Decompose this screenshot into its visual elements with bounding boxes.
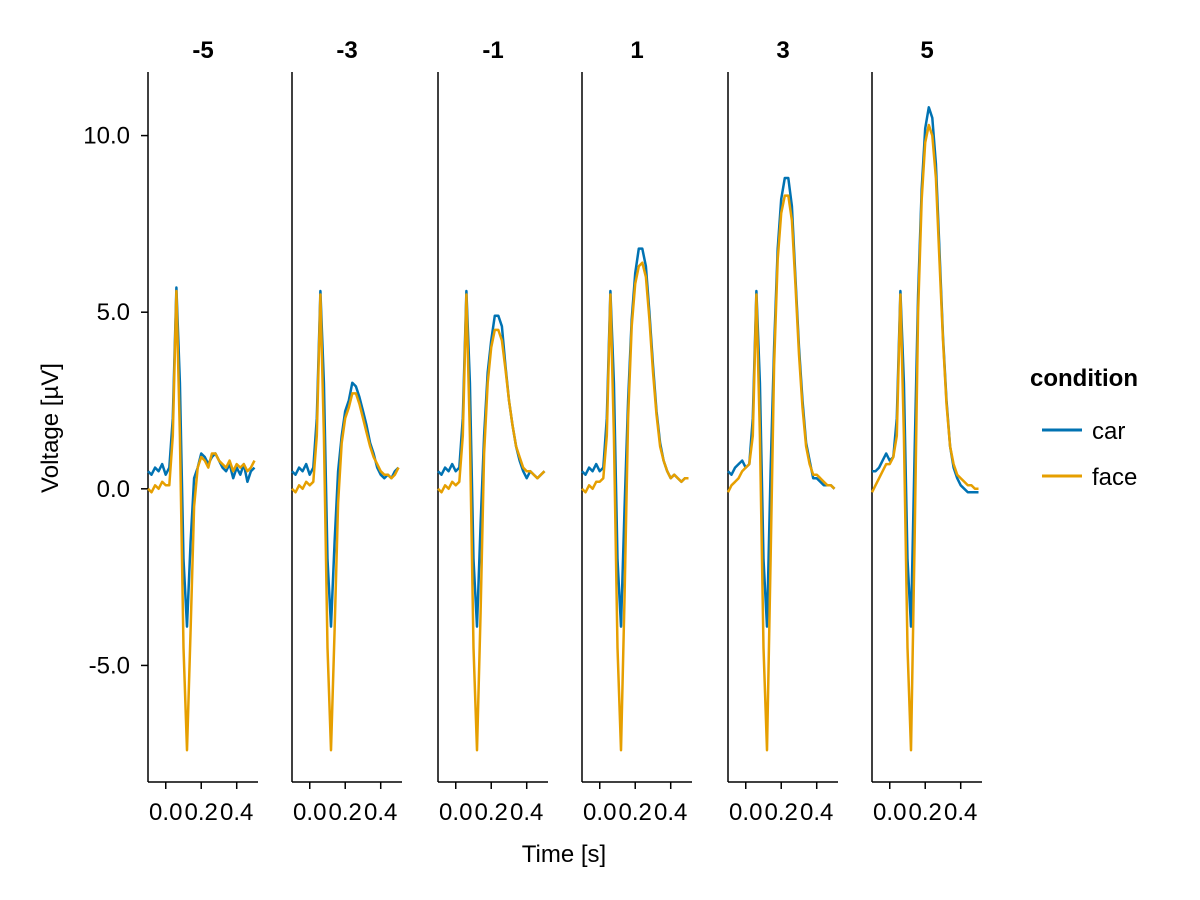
panel-title: -1 — [482, 37, 503, 64]
x-tick-label: 0.4 — [364, 799, 397, 826]
x-tick-label: 0.4 — [800, 799, 833, 826]
panel-title: 3 — [776, 37, 789, 64]
x-tick-label: 0.2 — [329, 799, 362, 826]
y-axis-label: Voltage [µV] — [37, 363, 64, 493]
series-line-face — [581, 261, 689, 752]
panel-1: -3 0.0 0.2 0.4 — [291, 37, 402, 826]
y-tick-label: 0.0 — [97, 476, 130, 503]
panel-title: -5 — [192, 37, 213, 64]
panel-0: -50.0 0.2 0.4-5.00.05.010.0 — [83, 37, 258, 826]
y-tick-label: 10.0 — [83, 123, 130, 150]
x-tick-label: 0.0 — [729, 799, 762, 826]
legend: condition car face — [1030, 365, 1138, 491]
panel-title: 5 — [920, 37, 933, 64]
series-line-car — [291, 289, 400, 628]
x-tick-label: 0.4 — [944, 799, 977, 826]
series-line-face — [437, 293, 546, 752]
panel-3: 1 0.0 0.2 0.4 — [581, 37, 692, 826]
series-line-face — [870, 123, 979, 752]
series-line-face — [147, 289, 256, 752]
legend-label-face: face — [1092, 464, 1137, 491]
x-axis-label: Time [s] — [522, 841, 606, 868]
x-tick-label: 0.4 — [510, 799, 543, 826]
legend-entry-car: car — [1042, 418, 1125, 445]
panels: -50.0 0.2 0.4-5.00.05.010.0-30.0 0.2 0.4-10.… — [83, 37, 982, 826]
series-line-car — [437, 289, 546, 628]
panel-4: 3 0.0 0.2 0.4 — [726, 37, 838, 826]
x-tick-label: 0.2 — [185, 799, 218, 826]
series-line-car — [872, 106, 979, 628]
x-tick-label: 0.2 — [619, 799, 652, 826]
series-line-car — [147, 286, 256, 628]
series-line-car — [581, 247, 689, 628]
x-tick-label: 0.4 — [654, 799, 687, 826]
y-tick-label: -5.0 — [89, 652, 130, 679]
panel-5: 5 0.0 0.2 0.4 — [870, 37, 982, 826]
legend-title: condition — [1030, 365, 1138, 392]
panel-title: 1 — [630, 37, 643, 64]
series-line-face — [726, 194, 836, 752]
series-line-face — [291, 293, 400, 752]
y-tick-label: 5.0 — [97, 299, 130, 326]
legend-label-car: car — [1092, 418, 1125, 445]
legend-entry-face: face — [1042, 464, 1137, 491]
panel-2: -1 0.0 0.2 0.4 — [437, 37, 548, 826]
x-tick-label: 0.0 — [583, 799, 616, 826]
x-tick-label: 0.0 — [439, 799, 472, 826]
x-tick-label: 0.2 — [909, 799, 942, 826]
x-tick-label: 0.4 — [220, 799, 253, 826]
x-tick-label: 0.0 — [293, 799, 326, 826]
x-tick-label: 0.0 — [149, 799, 182, 826]
x-tick-label: 0.0 — [873, 799, 906, 826]
series-line-car — [727, 176, 836, 628]
panel-title: -3 — [336, 37, 357, 64]
x-tick-label: 0.2 — [475, 799, 508, 826]
x-tick-label: 0.2 — [765, 799, 798, 826]
